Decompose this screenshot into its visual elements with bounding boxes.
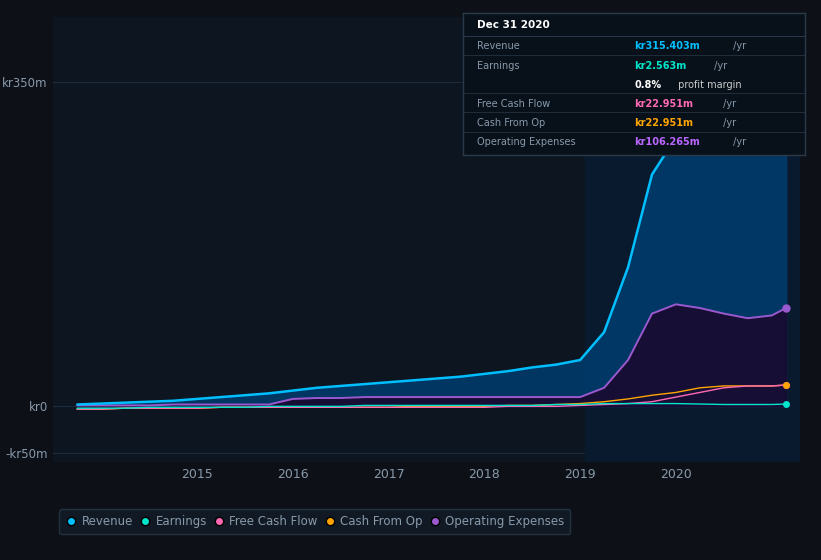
Text: Earnings: Earnings	[477, 60, 519, 71]
Bar	[585, 17, 821, 462]
Text: Cash From Op: Cash From Op	[477, 118, 545, 128]
Text: kr22.951m: kr22.951m	[634, 99, 693, 109]
Text: Revenue: Revenue	[477, 41, 520, 52]
Text: /yr: /yr	[720, 118, 736, 128]
Text: Dec 31 2020: Dec 31 2020	[477, 20, 549, 30]
Text: 0.8%: 0.8%	[634, 80, 661, 90]
Text: /yr: /yr	[711, 60, 727, 71]
Text: kr2.563m: kr2.563m	[634, 60, 686, 71]
Text: /yr: /yr	[720, 99, 736, 109]
Text: Operating Expenses: Operating Expenses	[477, 137, 576, 147]
Text: kr315.403m: kr315.403m	[634, 41, 699, 52]
Text: /yr: /yr	[730, 41, 746, 52]
Legend: Revenue, Earnings, Free Cash Flow, Cash From Op, Operating Expenses: Revenue, Earnings, Free Cash Flow, Cash …	[59, 509, 571, 534]
Text: Free Cash Flow: Free Cash Flow	[477, 99, 550, 109]
Text: kr22.951m: kr22.951m	[634, 118, 693, 128]
Text: /yr: /yr	[730, 137, 746, 147]
Text: profit margin: profit margin	[675, 80, 741, 90]
Text: kr106.265m: kr106.265m	[634, 137, 699, 147]
